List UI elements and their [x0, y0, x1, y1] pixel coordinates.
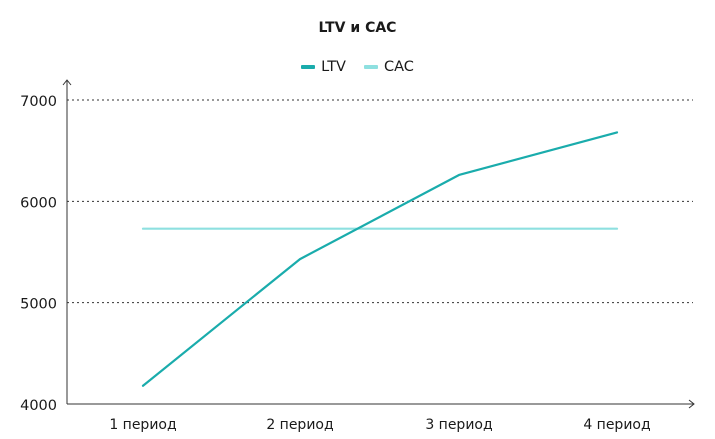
legend-label-cac: CAC: [383, 59, 414, 75]
legend-swatch-cac: [363, 65, 378, 69]
x-tick-label: 3 период: [425, 417, 492, 433]
legend-item-cac: CAC: [363, 59, 414, 75]
y-axis-arrow: [62, 79, 72, 86]
x-tick-labels: 1 период 2 период 3 период 4 период: [109, 417, 650, 433]
x-tick-label: 4 период: [583, 417, 650, 433]
x-tick-label: 1 период: [109, 417, 176, 433]
series-lines: [141, 131, 619, 387]
y-tick-label: 5000: [20, 297, 57, 313]
y-tick-labels: 4000 5000 6000 7000: [20, 94, 57, 414]
chart-title: LTV и CAC: [318, 20, 397, 36]
legend-item-ltv: LTV: [301, 59, 346, 75]
x-axis-arrow: [688, 399, 695, 409]
grid-lines: [67, 99, 693, 304]
y-tick-label: 7000: [20, 94, 57, 110]
legend-swatch-ltv: [301, 65, 316, 69]
series-line-ltv: [141, 131, 619, 387]
y-tick-label: 4000: [20, 398, 57, 414]
legend-label-ltv: LTV: [321, 59, 346, 75]
y-tick-label: 6000: [20, 195, 57, 211]
axes: [62, 79, 695, 409]
x-tick-label: 2 период: [266, 417, 333, 433]
chart-legend: LTV CAC: [0, 59, 715, 75]
